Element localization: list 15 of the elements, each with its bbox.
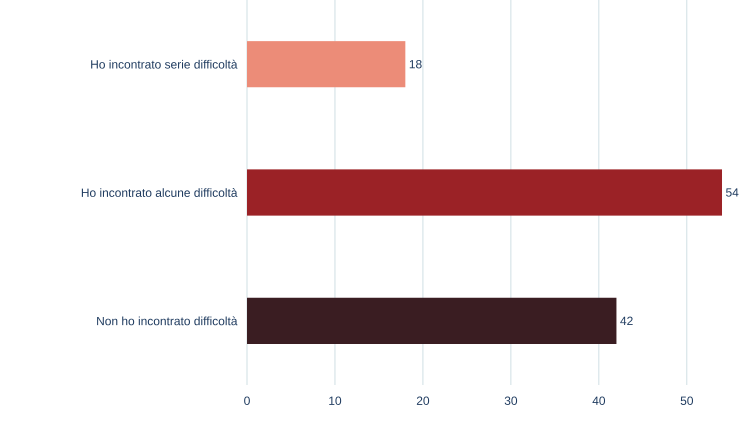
data-label: 54 — [726, 188, 738, 197]
x-tick-label: 30 — [504, 396, 518, 405]
bar — [247, 169, 722, 216]
x-tick-label: 50 — [680, 396, 694, 405]
data-label: 42 — [620, 316, 633, 326]
y-tick-label: Ho incontrato alcune difficoltà — [82, 188, 238, 197]
x-tick-label: 40 — [592, 396, 606, 405]
y-tick-label: Non ho incontrato difficoltà — [97, 316, 238, 326]
bar — [247, 41, 406, 88]
bar — [247, 298, 616, 344]
data-label: 18 — [410, 60, 422, 68]
x-tick-label: 0 — [244, 396, 250, 405]
x-tick-label: 10 — [329, 396, 342, 405]
y-tick-label: Ho incontrato serie difficoltà — [91, 60, 238, 69]
x-tick-label: 20 — [416, 396, 430, 405]
